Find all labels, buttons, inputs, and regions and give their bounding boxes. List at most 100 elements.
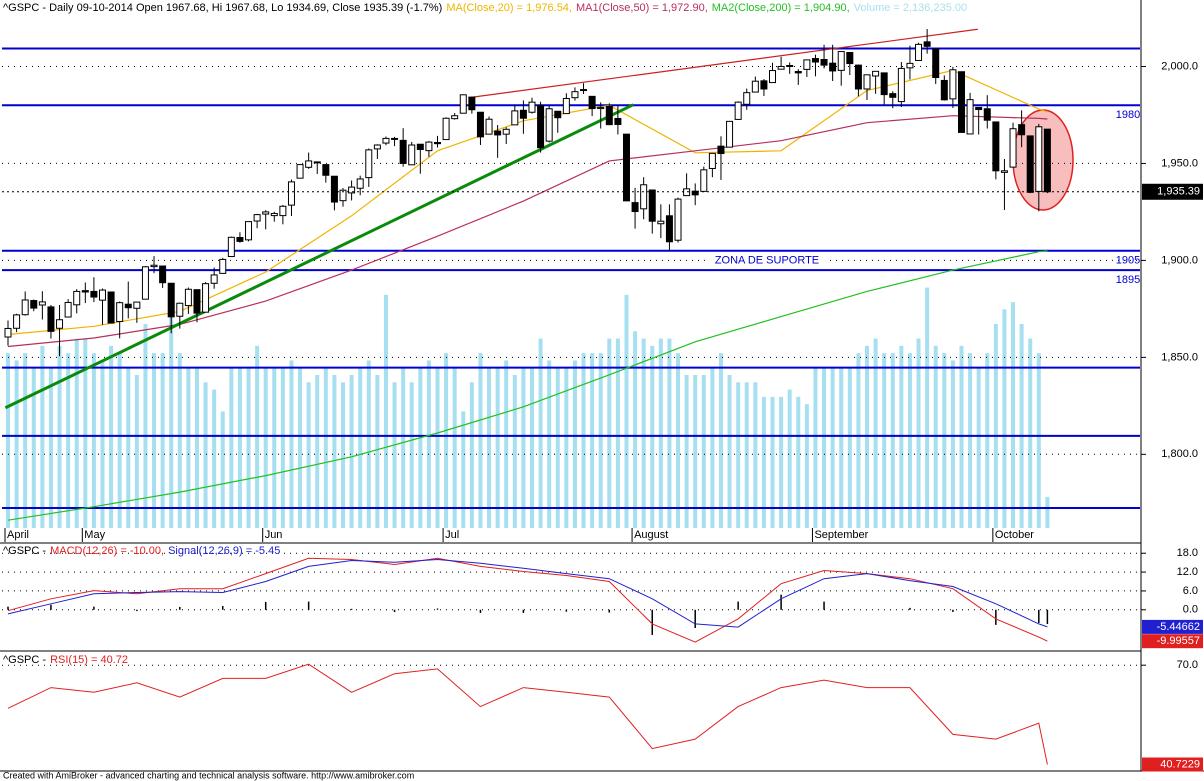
volume-bar bbox=[787, 389, 792, 528]
last-value-box bbox=[1142, 619, 1203, 634]
volume-bar bbox=[255, 345, 260, 528]
candle-body bbox=[992, 121, 1000, 172]
legend-entry: Volume = 2,136,235.00 bbox=[854, 2, 967, 14]
volume-bar bbox=[796, 396, 801, 528]
trendline bbox=[4, 103, 635, 410]
volume-bar bbox=[822, 367, 827, 528]
volume-bar bbox=[744, 382, 749, 528]
series-line bbox=[7, 663, 1048, 765]
volume-bar bbox=[1045, 496, 1050, 528]
candle-body bbox=[854, 64, 862, 90]
volume-bar bbox=[641, 338, 646, 528]
candle-body bbox=[975, 106, 983, 111]
candle-body bbox=[176, 302, 184, 317]
candle-body bbox=[339, 189, 347, 202]
volume-bar bbox=[375, 375, 380, 528]
candle-body bbox=[133, 301, 141, 309]
volume-bar bbox=[169, 294, 174, 528]
candle-body bbox=[253, 214, 261, 222]
volume-bar bbox=[813, 367, 818, 528]
y-tick-label: 1,950.0 bbox=[1161, 157, 1198, 169]
candle-body bbox=[889, 93, 897, 98]
candle-body bbox=[528, 101, 536, 113]
volume-bar bbox=[298, 367, 303, 528]
candle-body bbox=[537, 105, 545, 149]
candle-body bbox=[906, 62, 914, 69]
candle-body bbox=[425, 141, 433, 152]
candle-body bbox=[519, 109, 527, 119]
candle-body bbox=[434, 141, 441, 145]
candle-body bbox=[1035, 126, 1043, 192]
candle-body bbox=[562, 97, 570, 115]
volume-bar bbox=[856, 353, 861, 528]
volume-bar bbox=[753, 382, 758, 528]
y-tick-label: 0.0 bbox=[1183, 604, 1198, 616]
candle-body bbox=[622, 133, 630, 202]
volume-bar bbox=[1002, 309, 1007, 528]
volume-bar bbox=[341, 382, 346, 528]
volume-bar bbox=[212, 389, 217, 528]
candle-body bbox=[983, 108, 991, 121]
x-tick-label: August bbox=[634, 529, 668, 541]
candle-body bbox=[726, 120, 734, 148]
volume-bar bbox=[478, 353, 483, 528]
volume-bar bbox=[607, 338, 612, 528]
candle-body bbox=[769, 70, 777, 84]
legend-entry: MA1(Close,50) = 1,972.90, bbox=[576, 2, 708, 14]
volume-bar bbox=[710, 367, 715, 528]
volume-bar bbox=[186, 367, 191, 528]
volume-bar bbox=[152, 353, 157, 528]
candle-body bbox=[56, 319, 64, 329]
volume-bar bbox=[538, 338, 543, 528]
volume-bar bbox=[246, 367, 251, 528]
candle-body bbox=[949, 69, 957, 100]
volume-bar bbox=[650, 345, 655, 528]
x-tick-label: Jun bbox=[265, 529, 283, 541]
volume-bar bbox=[1036, 353, 1041, 528]
candle-body bbox=[167, 282, 175, 318]
volume-bar bbox=[126, 367, 131, 528]
candle-body bbox=[73, 290, 81, 306]
volume-bar bbox=[555, 367, 560, 528]
volume-bar bbox=[280, 367, 285, 528]
volume-bar bbox=[31, 367, 36, 528]
y-tick-label: 1,800.0 bbox=[1161, 448, 1198, 460]
volume-bar bbox=[349, 375, 354, 528]
candle-body bbox=[193, 289, 201, 314]
y-tick-label: 12.0 bbox=[1177, 566, 1198, 578]
volume-bar bbox=[323, 367, 328, 528]
volume-bar bbox=[6, 353, 10, 528]
candle-body bbox=[202, 283, 210, 313]
volume-bar bbox=[804, 404, 809, 528]
candle-body bbox=[270, 212, 278, 217]
panel-title: ^GSPC - bbox=[3, 654, 46, 666]
volume-bar bbox=[718, 353, 723, 528]
volume-bar bbox=[83, 338, 88, 528]
volume-bar bbox=[160, 353, 165, 528]
volume-bar bbox=[615, 338, 620, 528]
candle-body bbox=[391, 137, 399, 140]
candle-body bbox=[837, 51, 845, 71]
volume-bar bbox=[48, 367, 53, 528]
footer: Created with AmiBroker - advanced charti… bbox=[3, 770, 414, 780]
candle-body bbox=[236, 237, 244, 242]
candle-body bbox=[442, 117, 450, 141]
volume-bar bbox=[14, 360, 19, 528]
volume-bar bbox=[667, 338, 672, 528]
candle-body bbox=[511, 110, 519, 126]
volume-bar bbox=[74, 338, 79, 528]
y-tick-label: 18.0 bbox=[1177, 547, 1198, 559]
candle-body bbox=[1043, 128, 1051, 193]
x-tick-label: May bbox=[84, 529, 105, 541]
volume-bar bbox=[117, 353, 122, 528]
volume-bar bbox=[899, 345, 904, 528]
volume-bar bbox=[392, 382, 397, 528]
volume-bar bbox=[444, 353, 449, 528]
volume-bar bbox=[66, 353, 71, 528]
volume-bar bbox=[237, 367, 242, 528]
volume-bar bbox=[693, 375, 698, 528]
volume-bar bbox=[830, 367, 835, 528]
volume-bar bbox=[839, 367, 844, 528]
candle-body bbox=[382, 137, 390, 144]
